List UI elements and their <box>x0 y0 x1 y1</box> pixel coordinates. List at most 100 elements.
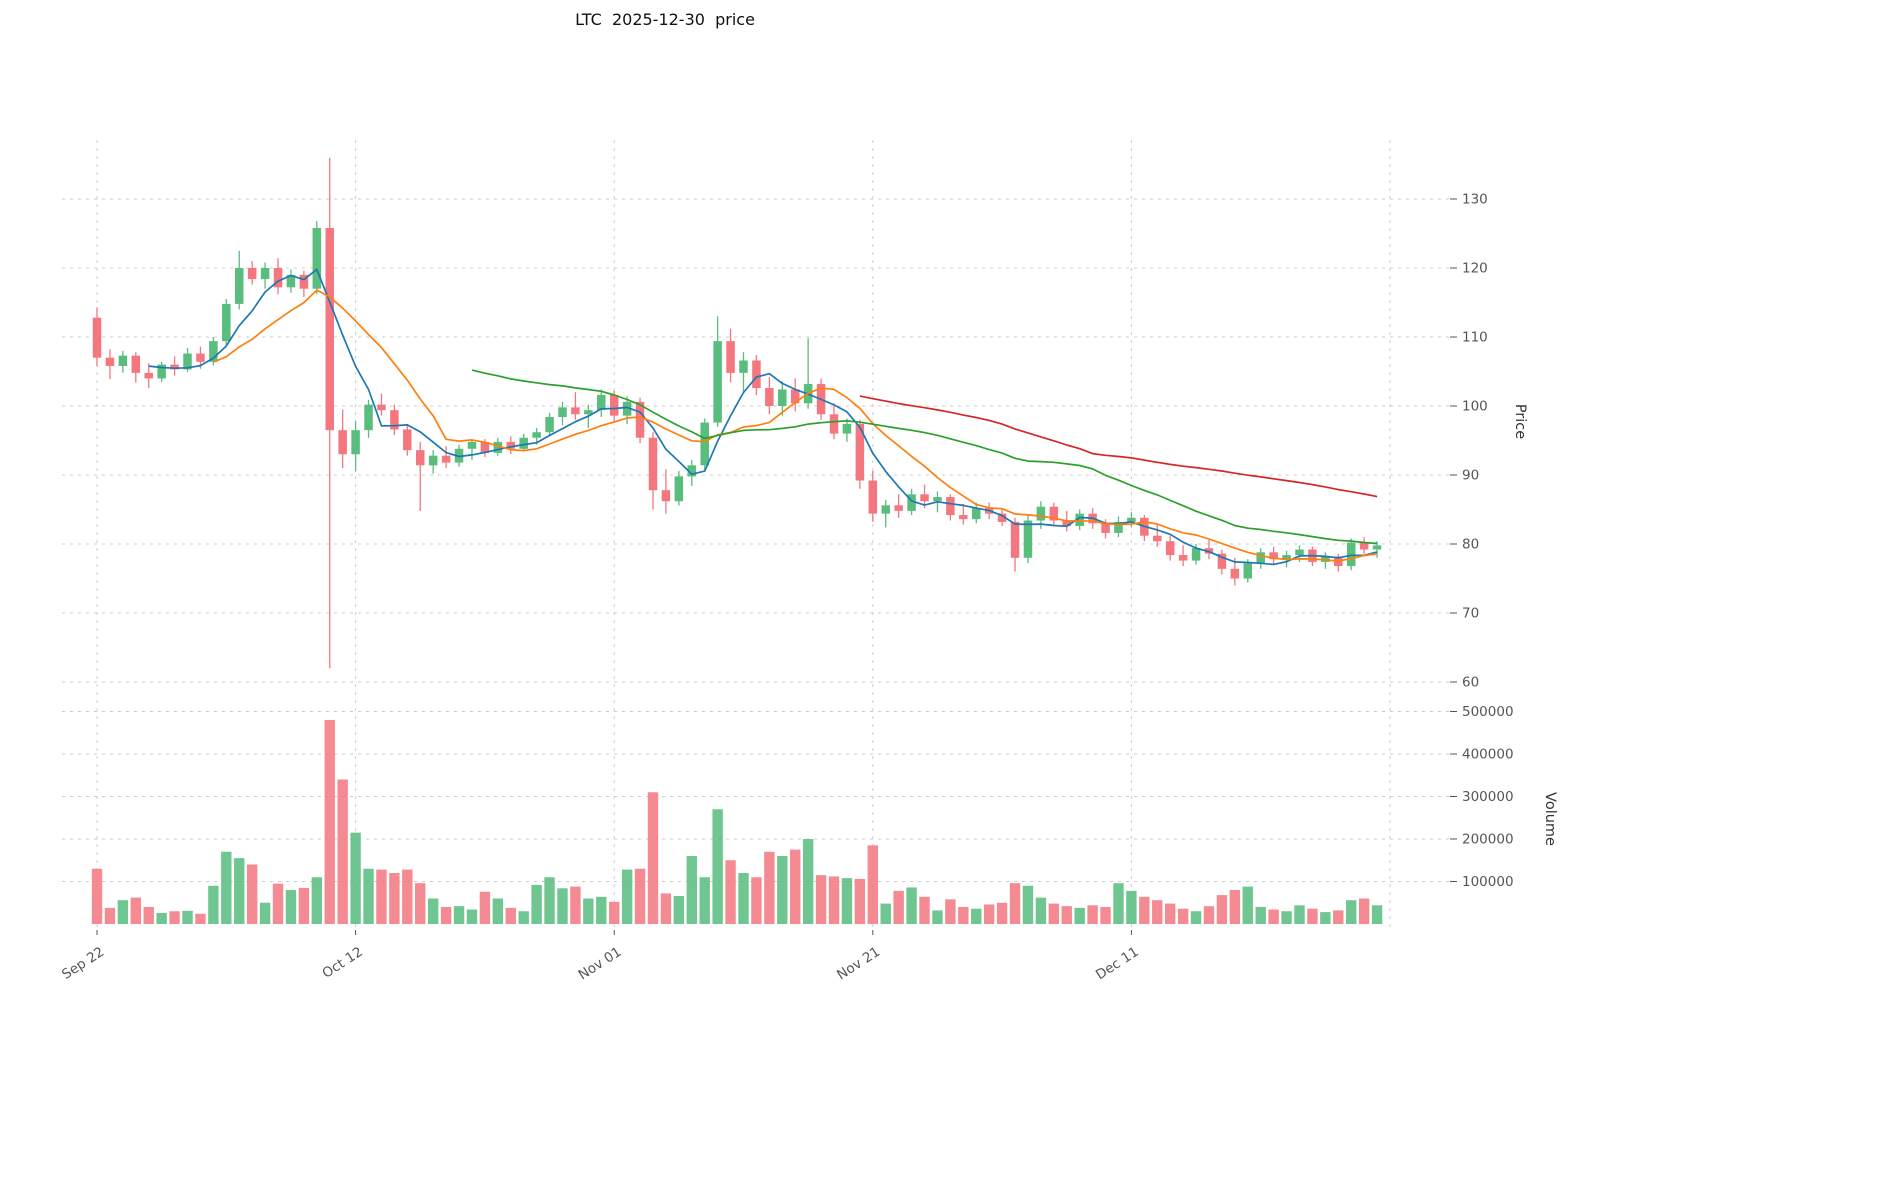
volume-bar <box>1177 908 1189 924</box>
candle-body <box>829 414 839 434</box>
volume-bar <box>208 885 219 924</box>
volume-axis-title: Volume <box>1542 792 1558 846</box>
volume-bar <box>1035 897 1047 924</box>
volume-bar <box>1009 883 1021 924</box>
volume-bar <box>932 910 943 924</box>
candle-body <box>286 274 296 288</box>
candle-body <box>881 505 890 514</box>
candle-body <box>118 355 128 366</box>
candle-body <box>713 341 722 423</box>
volume-bar <box>609 901 620 924</box>
candle <box>377 393 386 416</box>
volume-bar <box>867 845 878 924</box>
volume-bar <box>1320 912 1331 924</box>
chart-title: LTC 2025-12-30 price <box>575 10 755 29</box>
volume-bar <box>1255 907 1266 924</box>
candle <box>1153 524 1162 547</box>
candle <box>1023 515 1033 564</box>
volume-bar <box>893 890 904 924</box>
volume-bar <box>182 910 193 924</box>
candle <box>778 381 787 416</box>
candle-body <box>144 372 153 379</box>
candle-body <box>971 508 981 520</box>
candle <box>364 399 373 438</box>
candle-body <box>1062 520 1071 527</box>
candle-body <box>855 423 865 481</box>
volume-bar <box>350 832 361 924</box>
candle <box>997 509 1007 527</box>
candle <box>157 361 166 382</box>
volume-bar <box>1281 911 1292 924</box>
candle <box>971 502 981 524</box>
candle-body <box>428 455 438 466</box>
candle <box>428 450 438 474</box>
volume-bar <box>117 900 129 924</box>
volume-tick-label: 400000 <box>1462 747 1514 763</box>
candle <box>403 423 412 456</box>
candle-body <box>1178 555 1188 561</box>
ma30-line <box>471 369 1378 545</box>
candle-body <box>622 401 632 416</box>
volume-bar <box>221 851 232 924</box>
volume-bar <box>453 906 465 924</box>
candle-body <box>467 441 477 449</box>
candle <box>247 261 257 285</box>
price-tick-label: 110 <box>1462 330 1488 346</box>
volume-bar <box>1216 895 1228 924</box>
volume-bar <box>621 869 633 924</box>
candle <box>765 377 774 415</box>
candle-body <box>325 227 334 431</box>
candle-body <box>752 360 761 389</box>
candle-body <box>1295 549 1304 556</box>
candle-body <box>1049 506 1059 521</box>
x-tick-label: Nov 21 <box>834 944 883 983</box>
volume-bar <box>777 856 788 924</box>
candle <box>105 349 115 380</box>
volume-bar <box>996 902 1008 924</box>
candle <box>946 494 955 521</box>
candle-body <box>157 364 166 379</box>
volume-bar <box>1087 905 1098 924</box>
candle-body <box>131 355 141 373</box>
x-tick-label: Dec 11 <box>1093 944 1142 983</box>
candle-body <box>196 353 205 362</box>
candle-body <box>868 480 878 514</box>
candle-body <box>234 268 244 304</box>
volume-bar <box>143 907 154 924</box>
candle-body <box>273 268 283 288</box>
candle <box>338 409 347 469</box>
price-tick-label: 120 <box>1462 261 1488 277</box>
candle <box>545 412 554 437</box>
candle <box>1334 553 1343 572</box>
volume-bar <box>1164 903 1176 924</box>
volume-bar <box>1152 900 1163 924</box>
candle-body <box>493 441 503 453</box>
volume-bar <box>686 856 697 924</box>
candle-body <box>597 394 606 411</box>
candle <box>92 307 102 366</box>
volume-bar <box>156 912 167 924</box>
candles <box>92 157 1382 669</box>
volume-bar <box>337 779 348 924</box>
volume-bar <box>1139 896 1150 924</box>
candle <box>118 350 128 373</box>
candle <box>260 262 270 289</box>
candle <box>1010 517 1020 572</box>
candle <box>1140 515 1149 542</box>
candle-body <box>842 423 852 434</box>
candle-body <box>558 407 567 418</box>
volume-bar <box>673 895 685 924</box>
candle <box>299 270 309 297</box>
volume-tick-label: 200000 <box>1462 832 1514 848</box>
candle <box>1127 512 1136 528</box>
volume-bars <box>91 720 1383 924</box>
candle <box>519 433 528 452</box>
candle-body <box>661 490 671 502</box>
candle <box>1165 535 1175 561</box>
candle-body <box>480 441 490 453</box>
candle <box>894 494 903 518</box>
candle-body <box>933 497 942 502</box>
candle <box>506 436 516 455</box>
candle-body <box>312 227 322 289</box>
moving-average-lines <box>148 268 1378 566</box>
